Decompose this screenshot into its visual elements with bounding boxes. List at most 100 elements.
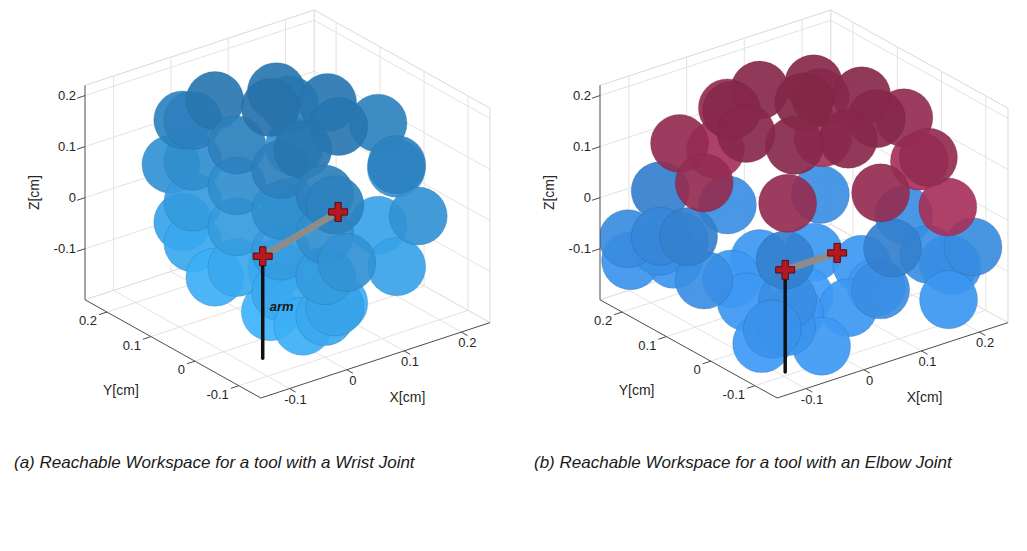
y-ticks: -0.1 0 0.1 0.2 bbox=[594, 312, 755, 402]
x-axis-title: X[cm] bbox=[390, 389, 426, 405]
workspace-point bbox=[368, 238, 426, 296]
tick-mark bbox=[614, 312, 622, 315]
workspace-point bbox=[899, 128, 957, 186]
tick-label: -0.1 bbox=[801, 392, 823, 407]
workspace-point bbox=[675, 154, 733, 212]
tick-label: 0.2 bbox=[976, 335, 994, 350]
caption-line: (a) Reachable Workspace for a tool with … bbox=[14, 453, 416, 472]
y-axis-title: Y[cm] bbox=[619, 382, 655, 398]
tick-mark bbox=[77, 198, 85, 201]
tick-label: -0.1 bbox=[54, 241, 76, 256]
tick-mark bbox=[77, 147, 85, 150]
grid-line bbox=[151, 47, 380, 337]
z-ticks: -0.1 0 0.1 0.2 bbox=[569, 88, 600, 256]
workspace-point bbox=[318, 234, 376, 292]
tick-mark bbox=[747, 386, 755, 389]
x-axis-title: X[cm] bbox=[907, 389, 943, 405]
joint bbox=[253, 247, 272, 266]
tick-label: -0.1 bbox=[284, 392, 306, 407]
workspace-point bbox=[864, 219, 922, 277]
tick-label: 0.1 bbox=[638, 338, 656, 353]
arm bbox=[253, 202, 347, 358]
x-axis-line bbox=[777, 323, 1008, 398]
caption: (a) Reachable Workspace for a tool with … bbox=[14, 453, 416, 472]
arm-link bbox=[263, 212, 338, 256]
tick-label: -0.1 bbox=[569, 241, 591, 256]
y-axis-line bbox=[600, 300, 777, 398]
plot-area bbox=[142, 63, 447, 359]
z-axis-line bbox=[600, 85, 601, 299]
pane-edge bbox=[1008, 108, 1009, 322]
tick-mark bbox=[99, 312, 107, 315]
y-axis-line bbox=[85, 300, 261, 398]
tick-label: 0 bbox=[349, 373, 356, 388]
tick-mark bbox=[77, 96, 85, 99]
tick-mark bbox=[592, 249, 600, 252]
workspace-point bbox=[368, 136, 426, 194]
tick-label: 0 bbox=[178, 362, 185, 377]
tick-label: 0 bbox=[693, 362, 700, 377]
grid-line bbox=[286, 19, 462, 332]
pane-edge bbox=[490, 108, 491, 322]
workspace-point bbox=[759, 174, 817, 232]
workspace-point bbox=[920, 271, 978, 329]
caption: (b) Reachable Workspace for a tool with … bbox=[534, 453, 953, 472]
tick-mark bbox=[592, 96, 600, 99]
arm-label: arm bbox=[270, 299, 294, 314]
workspace-point bbox=[765, 116, 823, 174]
z-axis-title: Z[cm] bbox=[541, 175, 557, 210]
pane-frame bbox=[85, 10, 490, 323]
tick-mark bbox=[187, 361, 195, 364]
tick-label: 0.2 bbox=[594, 313, 612, 328]
tick-label: 0.2 bbox=[58, 88, 76, 103]
tick-label: 0.1 bbox=[401, 354, 419, 369]
tick-label: 0.1 bbox=[123, 338, 141, 353]
tick-mark bbox=[658, 337, 666, 340]
tick-label: 0.1 bbox=[918, 354, 936, 369]
tick-mark bbox=[592, 147, 600, 150]
joint bbox=[329, 202, 348, 221]
arm-base bbox=[261, 256, 265, 358]
tick-label: -0.1 bbox=[723, 387, 745, 402]
tick-mark bbox=[592, 198, 600, 201]
tick-label: 0 bbox=[584, 190, 591, 205]
figure-svg: -0.1 0 0.1 0.2 -0.1 0 0.1 0.2 -0.1 0 0.1 0.2 X[cm] Y[… bbox=[0, 0, 1027, 551]
tick-mark bbox=[77, 249, 85, 252]
tick-label: 0.2 bbox=[573, 88, 591, 103]
caption-line: (b) Reachable Workspace for a tool with … bbox=[534, 453, 953, 472]
x-ticks: -0.1 0 0.1 0.2 bbox=[801, 332, 994, 407]
workspace-point bbox=[660, 208, 718, 266]
workspace-point bbox=[852, 164, 910, 222]
joint bbox=[828, 243, 847, 262]
tick-label: 0.1 bbox=[58, 139, 76, 154]
grid-line bbox=[239, 96, 468, 386]
workspace-point bbox=[389, 187, 447, 245]
tick-label: 0.2 bbox=[458, 335, 476, 350]
z-axis-title: Z[cm] bbox=[26, 175, 42, 210]
arm-base bbox=[783, 270, 787, 372]
y-ticks: -0.1 0 0.1 0.2 bbox=[79, 312, 239, 402]
arm bbox=[776, 243, 847, 372]
plot-area bbox=[599, 55, 1002, 375]
panel: -0.1 0 0.1 0.2 -0.1 0 0.1 0.2 -0.1 0 0.1 0.2 X[cm] Y[… bbox=[534, 10, 1008, 472]
z-ticks: -0.1 0 0.1 0.2 bbox=[54, 88, 85, 256]
tick-label: 0 bbox=[69, 190, 76, 205]
axes: -0.1 0 0.1 0.2 -0.1 0 0.1 0.2 -0.1 0 0.1 0.2 X[cm] Y[… bbox=[541, 85, 1008, 406]
z-axis-line bbox=[85, 85, 86, 299]
axes: -0.1 0 0.1 0.2 -0.1 0 0.1 0.2 -0.1 0 0.1 0.2 X[cm] Y[… bbox=[26, 85, 490, 406]
x-ticks: -0.1 0 0.1 0.2 bbox=[284, 332, 476, 407]
joint bbox=[776, 260, 795, 279]
tick-label: 0.1 bbox=[573, 139, 591, 154]
tick-mark bbox=[703, 361, 711, 364]
tick-mark bbox=[143, 337, 151, 340]
workspace-point bbox=[819, 110, 877, 168]
workspace-point bbox=[743, 300, 801, 358]
tick-label: -0.1 bbox=[206, 387, 228, 402]
panel: -0.1 0 0.1 0.2 -0.1 0 0.1 0.2 -0.1 0 0.1 0.2 X[cm] Y[… bbox=[14, 10, 490, 472]
tick-mark bbox=[231, 386, 239, 389]
tick-label: 0.2 bbox=[79, 313, 97, 328]
figure: -0.1 0 0.1 0.2 -0.1 0 0.1 0.2 -0.1 0 0.1 0.2 X[cm] Y[… bbox=[0, 0, 1027, 551]
tick-label: 0 bbox=[866, 373, 873, 388]
y-axis-title: Y[cm] bbox=[103, 382, 139, 398]
x-axis-line bbox=[261, 323, 490, 398]
